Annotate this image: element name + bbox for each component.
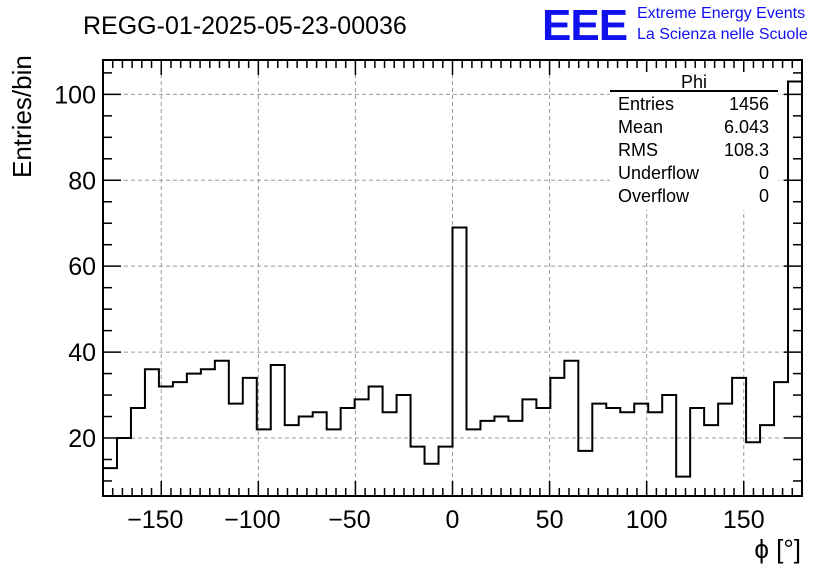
histogram-bin	[271, 365, 285, 496]
x-tick-label: −100	[224, 506, 280, 534]
histogram-bin	[466, 429, 480, 496]
y-axis-label: Entries/bin	[7, 55, 37, 178]
histogram-bin	[522, 399, 536, 496]
y-tick-label: 40	[68, 339, 96, 367]
chart-title: REGG-01-2025-05-23-00036	[83, 12, 407, 40]
stats-label: Mean	[618, 117, 663, 137]
histogram-bin	[550, 378, 564, 496]
histogram-bin	[676, 477, 690, 496]
x-axis-label: ϕ [°]	[754, 534, 801, 564]
histogram-bin	[648, 412, 662, 496]
eee-logo-mark: EEE	[542, 1, 627, 50]
histogram-bin	[732, 378, 746, 496]
histogram-bin	[690, 408, 704, 496]
histogram-bin	[173, 382, 187, 496]
x-tick-label: −150	[127, 506, 183, 534]
plot-frame	[102, 59, 803, 497]
histogram-bin	[215, 361, 229, 496]
histogram-bin	[453, 228, 467, 496]
eee-logo-line1: Extreme Energy Events	[637, 5, 805, 22]
stats-value: 1456	[729, 94, 769, 114]
y-tick-label: 80	[68, 167, 96, 195]
histogram-bin	[439, 447, 453, 496]
y-tick-label: 60	[68, 253, 96, 281]
histogram-bin	[187, 374, 201, 496]
histogram-bin	[299, 417, 313, 496]
histogram-bin	[760, 425, 774, 496]
histogram-bin	[774, 382, 788, 496]
histogram-bin	[788, 81, 802, 496]
x-tick-label: 50	[536, 506, 564, 534]
histogram-bin	[327, 429, 341, 496]
stats-label: RMS	[618, 140, 658, 160]
histogram-bin	[578, 451, 592, 496]
histogram-bin	[243, 378, 257, 496]
histogram-bin	[536, 408, 550, 496]
histogram-bin	[620, 412, 634, 496]
histogram-bin	[159, 386, 173, 496]
histogram-bin	[131, 408, 145, 496]
stats-label: Underflow	[618, 163, 700, 183]
stats-box: Phi Entries 1456 Mean 6.043 RMS 108.3 Underflo…	[610, 72, 778, 210]
tick-labels: −150 −100 −50 0 50 100 150 20 40 60 80 100	[54, 81, 764, 534]
stats-value: 0	[759, 186, 769, 206]
y-tick-label: 20	[68, 425, 96, 453]
histogram-bin	[117, 438, 131, 496]
y-tick-label: 100	[54, 81, 96, 109]
x-tick-label: 150	[723, 506, 765, 534]
histogram-bin	[103, 468, 117, 496]
histogram-bin	[411, 447, 425, 496]
histogram-bin	[564, 361, 578, 496]
stats-box-bg	[610, 72, 778, 210]
stats-title: Phi	[681, 72, 707, 92]
histogram-bin	[383, 412, 397, 496]
histogram-bin	[397, 395, 411, 496]
x-tick-label: −50	[328, 506, 370, 534]
histogram-bin	[480, 421, 494, 496]
histogram-bin	[313, 412, 327, 496]
histogram-bin	[494, 417, 508, 496]
histogram-bin	[425, 464, 439, 496]
stats-value: 6.043	[724, 117, 769, 137]
histogram-bin	[369, 386, 383, 496]
histogram-bin	[145, 369, 159, 496]
histogram-bin	[341, 408, 355, 496]
histogram-bin	[746, 442, 760, 496]
histogram-bin	[704, 425, 718, 496]
eee-logo-line2: La Scienza nelle Scuole	[637, 26, 808, 43]
axis-ticks	[103, 60, 802, 496]
histogram-bin	[662, 395, 676, 496]
eee-logo: EEE Extreme Energy Events La Scienza nel…	[542, 1, 808, 50]
stats-label: Entries	[618, 94, 674, 114]
histogram-bin	[355, 399, 369, 496]
histogram-bin	[606, 408, 620, 496]
stats-label: Overflow	[618, 186, 690, 206]
histogram-line	[103, 80, 802, 478]
histogram-bin	[718, 404, 732, 496]
histogram-bin	[508, 421, 522, 496]
stats-value: 0	[759, 163, 769, 183]
histogram-bin	[285, 425, 299, 496]
stats-value: 108.3	[724, 140, 769, 160]
x-tick-label: 100	[626, 506, 668, 534]
histogram-bin	[592, 404, 606, 496]
histogram-bin	[201, 369, 215, 496]
histogram-bin	[229, 404, 243, 496]
stats-rows: Entries 1456 Mean 6.043 RMS 108.3 Underflow 0 Ov…	[618, 94, 769, 206]
x-tick-label: 0	[446, 506, 460, 534]
